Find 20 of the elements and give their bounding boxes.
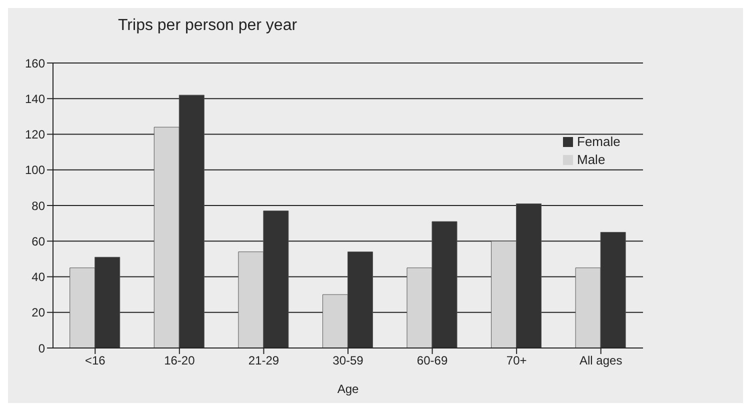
y-tick-label: 40 [32, 270, 46, 284]
x-tick-label: 30-59 [332, 354, 364, 368]
x-tick-label: 60-69 [416, 354, 448, 368]
y-tick-label: 100 [24, 163, 46, 178]
x-axis-title: Age [337, 382, 359, 396]
y-tick-label: 80 [32, 198, 46, 213]
y-tick-label: 120 [24, 128, 46, 142]
x-tick-label: 16-20 [164, 354, 196, 368]
y-tick-label: 20 [32, 306, 46, 320]
y-tick-label: 140 [24, 92, 46, 106]
x-tick-label: 70+ [506, 354, 527, 368]
x-tick-label: All ages [580, 354, 622, 368]
y-axis-title: Trips per person per year [118, 16, 298, 36]
y-tick-label: 0 [38, 341, 46, 356]
y-tick-label: 160 [24, 56, 46, 70]
legend-label: Male [577, 152, 606, 167]
x-tick-label: <16 [84, 354, 106, 368]
y-tick-label: 60 [32, 234, 46, 248]
x-tick-label: 21-29 [248, 354, 280, 368]
legend-label: Female [577, 134, 620, 149]
